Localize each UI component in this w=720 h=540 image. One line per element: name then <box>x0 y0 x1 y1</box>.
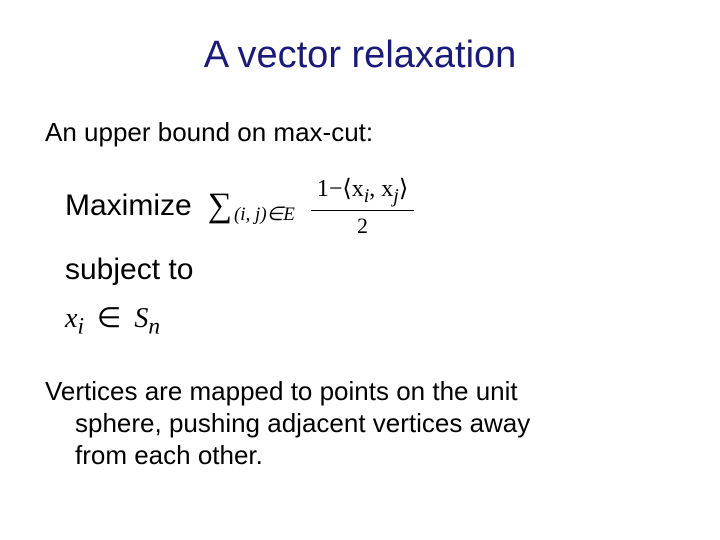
fraction-numerator: 1−⟨xi, xj⟩ <box>311 174 414 211</box>
math-constraint: xi ∈ Sn <box>65 301 675 341</box>
constraint-S: S <box>134 303 148 334</box>
constraint-i: i <box>77 313 83 339</box>
body-line-3: from each other. <box>75 440 675 472</box>
num-prefix: 1− <box>317 176 343 202</box>
sigma-symbol: ∑ <box>208 187 232 225</box>
num-comma: , x <box>369 176 393 202</box>
sum-subscript: (i, j)∈E <box>234 203 295 226</box>
num-rangle: ⟩ <box>399 176 408 202</box>
slide-root: A vector relaxation An upper bound on ma… <box>0 0 720 540</box>
body-line-2: sphere, pushing adjacent vertices away <box>75 408 675 440</box>
fraction: 1−⟨xi, xj⟩ 2 <box>311 174 414 239</box>
slide-title: A vector relaxation <box>45 34 675 77</box>
math-maximize-row: Maximize ∑ (i, j)∈E 1−⟨xi, xj⟩ 2 <box>65 174 675 239</box>
num-langle: ⟨x <box>342 176 363 202</box>
fraction-denominator: 2 <box>357 211 368 239</box>
lead-text: An upper bound on max-cut: <box>45 117 675 148</box>
constraint-n: n <box>148 313 160 339</box>
body-paragraph: Vertices are mapped to points on the uni… <box>45 376 675 471</box>
body-line-1: Vertices are mapped to points on the uni… <box>45 376 518 406</box>
maximize-word: Maximize <box>65 189 192 223</box>
math-block: Maximize ∑ (i, j)∈E 1−⟨xi, xj⟩ 2 subject… <box>65 174 675 340</box>
constraint-x: x <box>65 303 77 334</box>
constraint-in: ∈ <box>97 303 121 334</box>
math-subject-to: subject to <box>65 253 675 287</box>
